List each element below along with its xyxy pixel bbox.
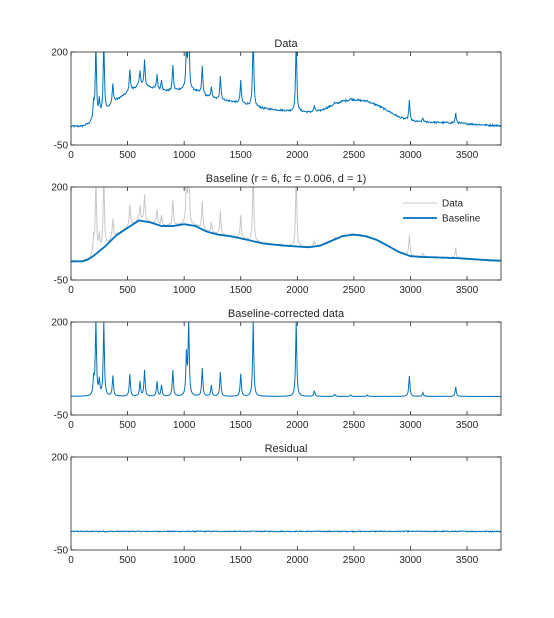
x-tick-label: 0	[68, 555, 74, 566]
panel-title: Data	[274, 38, 298, 50]
x-tick-label: 2000	[286, 285, 309, 296]
legend-label: Baseline	[442, 214, 481, 225]
corrected-line	[71, 322, 501, 398]
x-tick-label: 0	[68, 285, 74, 296]
x-tick-label: 3000	[399, 420, 422, 431]
panel-title: Baseline-corrected data	[228, 308, 345, 320]
legend-box	[398, 193, 496, 231]
y-tick-label: -50	[54, 141, 69, 152]
axes-box	[70, 186, 502, 281]
legend: Data Baseline	[398, 193, 496, 231]
x-tick-label: 3500	[456, 420, 479, 431]
axes-box	[70, 456, 502, 551]
x-tick-label: 3000	[399, 285, 422, 296]
x-tick-label: 1000	[173, 285, 196, 296]
x-tick-label: 2000	[286, 420, 309, 431]
y-tick-label: 200	[51, 453, 68, 464]
x-tick-label: 3000	[399, 150, 422, 161]
x-tick-label: 1500	[230, 420, 253, 431]
legend-label: Data	[442, 199, 464, 210]
x-tick-label: 2500	[343, 420, 366, 431]
axes-box	[70, 51, 502, 146]
x-tick-label: 3500	[456, 150, 479, 161]
axes-box	[70, 321, 502, 416]
residual-line	[71, 530, 501, 533]
x-tick-label: 3500	[456, 285, 479, 296]
x-tick-label: 2500	[343, 285, 366, 296]
x-tick-label: 500	[119, 555, 136, 566]
x-tick-label: 1500	[230, 555, 253, 566]
panel-title: Baseline (r = 6, fc = 0.006, d = 1)	[206, 173, 367, 185]
x-tick-label: 1000	[173, 150, 196, 161]
baseline-line	[71, 219, 501, 263]
x-tick-label: 500	[119, 420, 136, 431]
data-line	[71, 52, 501, 128]
x-tick-label: 3500	[456, 555, 479, 566]
x-tick-label: 2500	[343, 555, 366, 566]
x-tick-label: 0	[68, 420, 74, 431]
x-tick-label: 500	[119, 285, 136, 296]
plot-area	[71, 457, 501, 550]
x-tick-label: 1000	[173, 420, 196, 431]
x-tick-label: 0	[68, 150, 74, 161]
y-tick-label: -50	[54, 411, 69, 422]
panel-data: Data 0 500 1000 1500 2000 2500 3000 3500 -50 200	[51, 38, 502, 161]
panel-baseline: Baseline (r = 6, fc = 0.006, d = 1) 0 500…	[51, 173, 502, 296]
plot-area	[71, 322, 501, 415]
panel-residual: Residual 0 500 1000 1500 2000 2500 3000 3500 -50…	[51, 443, 502, 566]
x-tick-label: 2500	[343, 150, 366, 161]
x-tick-label: 500	[119, 150, 136, 161]
x-tick-label: 1500	[230, 285, 253, 296]
y-tick-label: -50	[54, 276, 69, 287]
y-tick-label: 200	[51, 48, 68, 59]
panel-title: Residual	[265, 443, 308, 455]
x-tick-label: 2000	[286, 555, 309, 566]
panel-baseline-corrected: Baseline-corrected data 0 500 1000 1500 2000…	[51, 308, 502, 431]
x-tick-label: 3000	[399, 555, 422, 566]
plot-area	[71, 52, 501, 145]
x-tick-label: 1000	[173, 555, 196, 566]
y-tick-label: 200	[51, 318, 68, 329]
y-tick-label: 200	[51, 183, 68, 194]
x-tick-label: 2000	[286, 150, 309, 161]
y-tick-label: -50	[54, 546, 69, 557]
x-tick-label: 1500	[230, 150, 253, 161]
